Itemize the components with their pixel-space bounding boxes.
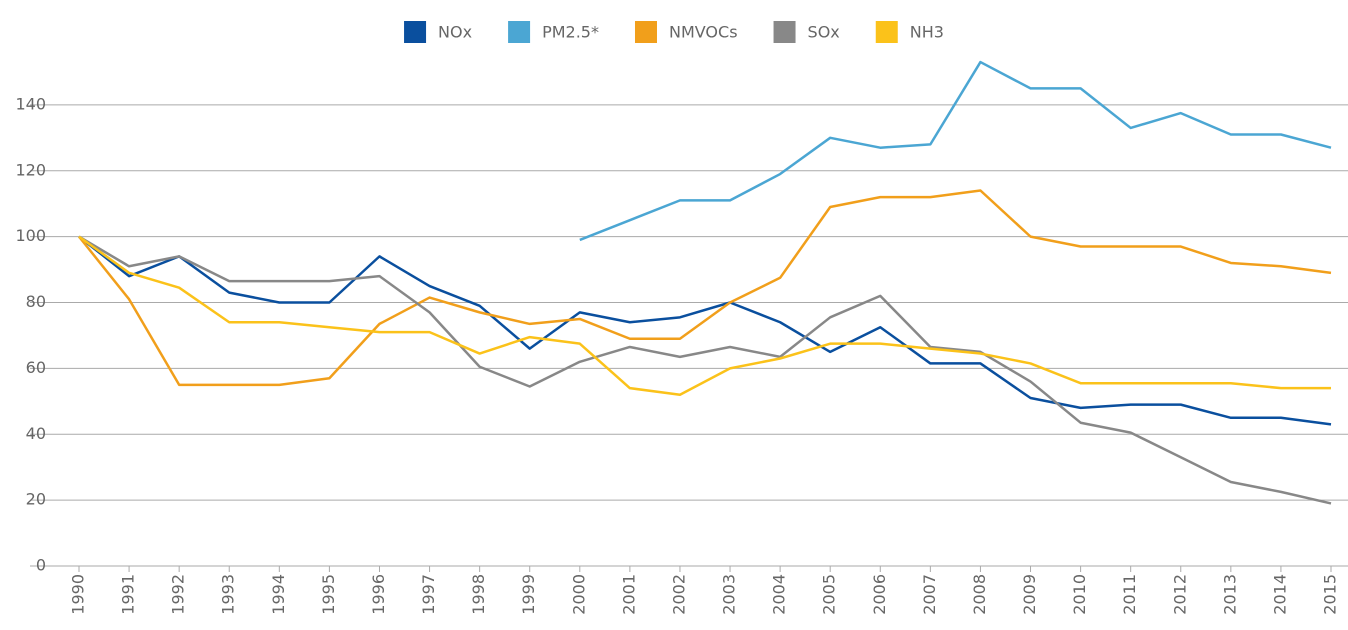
legend-swatch bbox=[875, 21, 898, 43]
legend-label: NH3 bbox=[910, 23, 944, 42]
legend-swatch bbox=[404, 21, 427, 43]
x-tick-label: 1996 bbox=[369, 574, 388, 615]
x-tick-label: 2008 bbox=[970, 574, 989, 615]
x-tick-label: 2009 bbox=[1020, 574, 1039, 615]
x-tick-label: 2006 bbox=[870, 574, 889, 615]
x-tick-label: 1994 bbox=[269, 574, 288, 615]
x-tick-label: 1990 bbox=[69, 574, 88, 615]
x-tick-label: 1998 bbox=[469, 574, 488, 615]
x-tick-label: 1999 bbox=[519, 574, 538, 615]
x-tick-label: 2011 bbox=[1120, 574, 1139, 615]
x-tick-label: 2000 bbox=[569, 574, 588, 615]
y-tick-label: 40 bbox=[26, 424, 46, 443]
series-line bbox=[78, 235, 1331, 396]
series-line bbox=[579, 60, 1332, 242]
y-tick-label: 100 bbox=[15, 226, 46, 245]
x-tick-label: 2001 bbox=[619, 574, 638, 615]
x-tick-label: 2002 bbox=[669, 574, 688, 615]
y-tick-label: 120 bbox=[15, 160, 46, 179]
x-tick-label: 2003 bbox=[720, 574, 739, 615]
legend-label: NOx bbox=[438, 23, 472, 42]
series-line bbox=[78, 189, 1332, 387]
y-tick-label: 140 bbox=[15, 94, 46, 113]
x-tick-label: 2007 bbox=[920, 574, 939, 615]
y-tick-label: 20 bbox=[26, 490, 46, 509]
x-tick-label: 2012 bbox=[1170, 574, 1189, 615]
x-tick-label: 2010 bbox=[1070, 574, 1089, 615]
x-tick-label: 2014 bbox=[1270, 574, 1289, 615]
y-tick-label: 60 bbox=[26, 358, 46, 377]
x-tick-label: 1993 bbox=[219, 574, 238, 615]
legend-label: PM2.5* bbox=[542, 23, 599, 42]
y-tick-label: 80 bbox=[26, 292, 46, 311]
x-tick-label: 2004 bbox=[770, 574, 789, 615]
legend-swatch bbox=[773, 21, 796, 43]
series-line bbox=[78, 235, 1332, 426]
legend-label: SOx bbox=[808, 23, 840, 42]
y-tick-label: 0 bbox=[36, 556, 46, 575]
x-tick-label: 1995 bbox=[319, 574, 338, 615]
legend-swatch bbox=[634, 21, 657, 43]
series-line bbox=[78, 235, 1332, 505]
x-tick-label: 2013 bbox=[1220, 574, 1239, 615]
x-tick-label: 1991 bbox=[119, 574, 138, 615]
legend-label: NMVOCs bbox=[669, 23, 738, 42]
x-tick-label: 2015 bbox=[1321, 574, 1340, 615]
x-tick-label: 2005 bbox=[820, 574, 839, 615]
x-tick-label: 1992 bbox=[169, 574, 188, 615]
x-tick-label: 1997 bbox=[419, 574, 438, 615]
legend-swatch bbox=[508, 21, 531, 43]
